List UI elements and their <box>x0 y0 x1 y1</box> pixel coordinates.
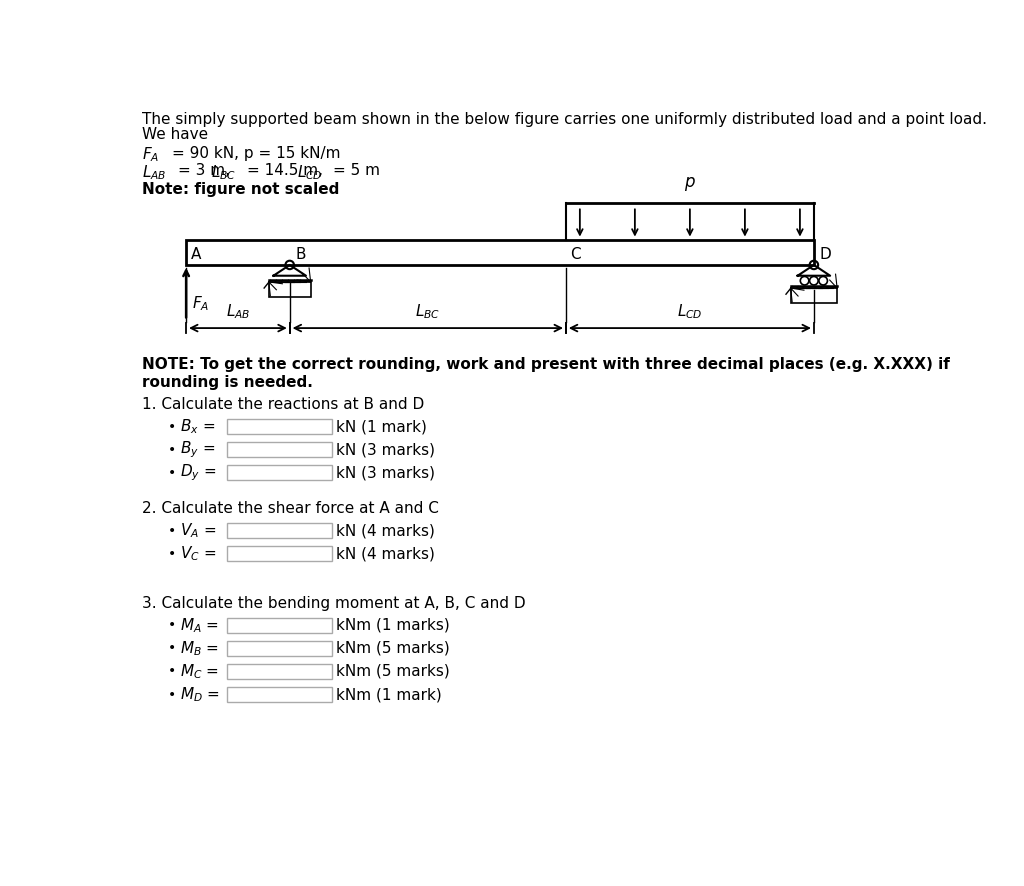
Text: = 90 kN, p = 15 kN/m: = 90 kN, p = 15 kN/m <box>172 145 341 160</box>
Text: kNm (1 marks): kNm (1 marks) <box>336 618 450 633</box>
Text: 2. Calculate the shear force at A and C: 2. Calculate the shear force at A and C <box>142 501 439 517</box>
Text: 1. Calculate the reactions at B and D: 1. Calculate the reactions at B and D <box>142 398 424 412</box>
Text: $B_x$ =: $B_x$ = <box>180 417 215 436</box>
Text: = 14.5 m,: = 14.5 m, <box>247 163 323 178</box>
Text: kN (3 marks): kN (3 marks) <box>336 465 435 480</box>
Text: rounding is needed.: rounding is needed. <box>142 375 312 390</box>
Text: •: • <box>168 420 176 433</box>
Text: $L_{AB}$: $L_{AB}$ <box>142 163 166 182</box>
Text: C: C <box>570 247 582 262</box>
Text: $F_A$: $F_A$ <box>193 294 210 313</box>
Text: •: • <box>168 618 176 633</box>
FancyBboxPatch shape <box>227 687 332 702</box>
Text: $p$: $p$ <box>684 175 696 192</box>
Text: kNm (5 marks): kNm (5 marks) <box>336 641 450 656</box>
Text: $B_y$ =: $B_y$ = <box>180 439 215 460</box>
FancyBboxPatch shape <box>227 465 332 480</box>
Text: •: • <box>168 688 176 702</box>
Text: $L_{CD}$: $L_{CD}$ <box>677 302 702 321</box>
Text: $L_{CD}$: $L_{CD}$ <box>297 163 323 182</box>
Text: $V_A$ =: $V_A$ = <box>180 521 216 540</box>
Text: kN (3 marks): kN (3 marks) <box>336 442 435 457</box>
Text: NOTE: To get the correct rounding, work and present with three decimal places (e: NOTE: To get the correct rounding, work … <box>142 357 950 372</box>
Text: $L_{AB}$: $L_{AB}$ <box>225 302 250 321</box>
Text: B: B <box>295 247 305 262</box>
Text: 3. Calculate the bending moment at A, B, C and D: 3. Calculate the bending moment at A, B,… <box>142 596 525 611</box>
Text: $F_A$: $F_A$ <box>142 145 160 164</box>
Text: •: • <box>168 524 176 538</box>
Text: $M_C$ =: $M_C$ = <box>180 662 219 680</box>
Text: A: A <box>190 247 201 262</box>
Bar <box>268 282 310 298</box>
Text: The simply supported beam shown in the below figure carries one uniformly distri: The simply supported beam shown in the b… <box>142 113 987 128</box>
Text: •: • <box>168 547 176 561</box>
Text: D: D <box>819 247 831 262</box>
Text: $M_A$ =: $M_A$ = <box>180 616 219 634</box>
Text: •: • <box>168 664 176 679</box>
Text: •: • <box>168 641 176 656</box>
Bar <box>791 288 838 303</box>
Text: kN (1 mark): kN (1 mark) <box>336 419 427 434</box>
Text: $V_C$ =: $V_C$ = <box>180 544 216 563</box>
Text: $M_B$ =: $M_B$ = <box>180 639 219 657</box>
FancyBboxPatch shape <box>227 442 332 457</box>
Text: $L_{BC}$: $L_{BC}$ <box>211 163 237 182</box>
FancyBboxPatch shape <box>227 523 332 538</box>
Text: •: • <box>168 466 176 480</box>
FancyBboxPatch shape <box>227 546 332 561</box>
Text: •: • <box>168 443 176 457</box>
Text: kNm (1 mark): kNm (1 mark) <box>336 688 441 702</box>
Text: $M_D$ =: $M_D$ = <box>180 685 220 704</box>
Text: kN (4 marks): kN (4 marks) <box>336 546 434 561</box>
Bar <box>186 240 814 265</box>
Text: $D_y$ =: $D_y$ = <box>180 462 216 483</box>
Text: = 3 m,: = 3 m, <box>178 163 230 178</box>
Text: kNm (5 marks): kNm (5 marks) <box>336 664 450 679</box>
Text: Note: figure not scaled: Note: figure not scaled <box>142 182 339 197</box>
FancyBboxPatch shape <box>227 419 332 434</box>
Text: = 5 m: = 5 m <box>333 163 380 178</box>
Text: We have: We have <box>142 127 208 142</box>
FancyBboxPatch shape <box>227 641 332 656</box>
Text: kN (4 marks): kN (4 marks) <box>336 523 434 538</box>
Text: $L_{BC}$: $L_{BC}$ <box>415 302 440 321</box>
FancyBboxPatch shape <box>227 618 332 633</box>
FancyBboxPatch shape <box>227 664 332 679</box>
